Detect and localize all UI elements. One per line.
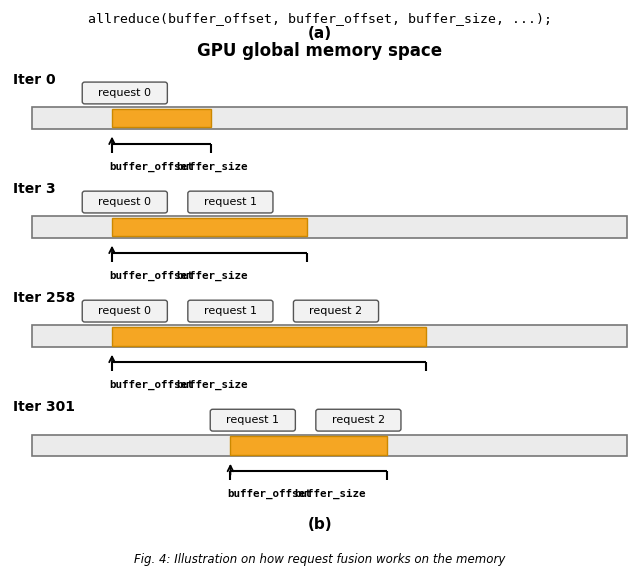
- Bar: [32, 216, 627, 238]
- Bar: [112, 327, 426, 346]
- Text: buffer_offset: buffer_offset: [109, 162, 193, 172]
- FancyBboxPatch shape: [316, 409, 401, 431]
- Text: buffer_size: buffer_size: [176, 380, 248, 390]
- Text: request 1: request 1: [204, 306, 257, 316]
- Text: request 2: request 2: [309, 306, 363, 316]
- Text: buffer_offset: buffer_offset: [227, 489, 312, 499]
- Text: buffer_offset: buffer_offset: [109, 271, 193, 281]
- Text: request 2: request 2: [332, 415, 385, 425]
- Text: GPU global memory space: GPU global memory space: [197, 41, 443, 60]
- Text: buffer_size: buffer_size: [176, 271, 248, 281]
- Text: (a): (a): [308, 26, 332, 41]
- Bar: [32, 435, 627, 456]
- Bar: [32, 107, 627, 129]
- Text: allreduce(buffer_offset, buffer_offset, buffer_size, ...);: allreduce(buffer_offset, buffer_offset, …: [88, 13, 552, 25]
- FancyBboxPatch shape: [83, 191, 168, 213]
- Text: Iter 301: Iter 301: [13, 400, 75, 414]
- Text: request 1: request 1: [227, 415, 279, 425]
- Text: buffer_size: buffer_size: [294, 489, 366, 499]
- Text: request 1: request 1: [204, 197, 257, 207]
- Text: (b): (b): [308, 517, 332, 532]
- FancyBboxPatch shape: [293, 300, 379, 322]
- Text: request 0: request 0: [99, 88, 151, 98]
- Text: request 0: request 0: [99, 306, 151, 316]
- Text: buffer_size: buffer_size: [176, 162, 248, 172]
- FancyBboxPatch shape: [188, 191, 273, 213]
- Bar: [32, 325, 627, 347]
- Bar: [112, 218, 307, 236]
- Text: Iter 258: Iter 258: [13, 291, 75, 305]
- Text: Iter 3: Iter 3: [13, 182, 56, 196]
- FancyBboxPatch shape: [83, 82, 168, 104]
- FancyBboxPatch shape: [83, 300, 168, 322]
- Bar: [230, 436, 387, 455]
- Text: Fig. 4: Illustration on how request fusion works on the memory: Fig. 4: Illustration on how request fusi…: [134, 553, 506, 566]
- Text: Iter 0: Iter 0: [13, 73, 56, 87]
- FancyBboxPatch shape: [188, 300, 273, 322]
- Text: buffer_offset: buffer_offset: [109, 380, 193, 390]
- Text: request 0: request 0: [99, 197, 151, 207]
- FancyBboxPatch shape: [210, 409, 296, 431]
- Bar: [112, 109, 211, 127]
